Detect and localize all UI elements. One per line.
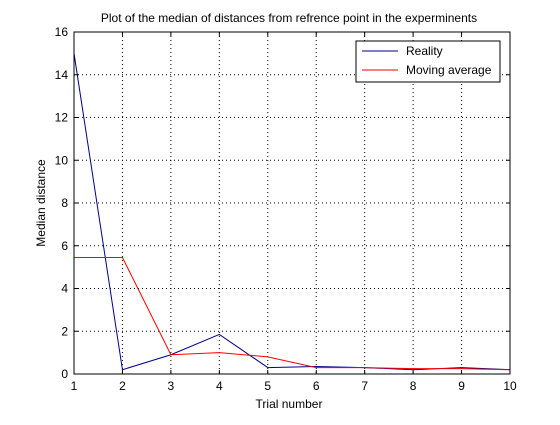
x-tick-label: 10: [503, 379, 517, 393]
x-tick-labels: 1 2 3 4 5 6 7 8 9 10: [71, 379, 517, 393]
y-tick-label: 10: [55, 153, 69, 167]
chart-title: Plot of the median of distances from ref…: [101, 11, 477, 25]
legend-label-moving-average: Moving average: [406, 63, 492, 77]
x-tick-label: 5: [264, 379, 271, 393]
series-line-moving-average: [74, 257, 511, 371]
y-tick-label: 14: [55, 68, 69, 82]
y-tick-labels: 0 2 4 6 8 10 12 14 16: [55, 25, 69, 381]
x-tick-label: 1: [71, 379, 78, 393]
x-tick-label: 8: [410, 379, 417, 393]
y-tick-label: 4: [61, 282, 68, 296]
legend-label-reality: Reality: [406, 44, 443, 58]
x-tick-label: 4: [216, 379, 223, 393]
y-axis-label: Median distance: [34, 159, 48, 247]
y-tick-label: 2: [61, 324, 68, 338]
plot-area: [74, 32, 510, 374]
x-axis-label: Trial number: [256, 397, 323, 411]
series-lines: [73, 53, 511, 371]
legend-box: [355, 40, 501, 83]
y-tick-label: 12: [55, 111, 69, 125]
x-tick-label: 6: [313, 379, 320, 393]
x-tick-label: 3: [168, 379, 175, 393]
legend: Reality Moving average: [355, 40, 501, 83]
x-tick-label: 9: [458, 379, 465, 393]
y-tick-label: 8: [61, 196, 68, 210]
y-tick-label: 0: [61, 367, 68, 381]
x-tick-label: 7: [361, 379, 368, 393]
axis-ticks: [73, 31, 511, 375]
x-tick-label: 2: [119, 379, 126, 393]
y-tick-label: 6: [61, 239, 68, 253]
y-tick-label: 16: [55, 25, 69, 39]
